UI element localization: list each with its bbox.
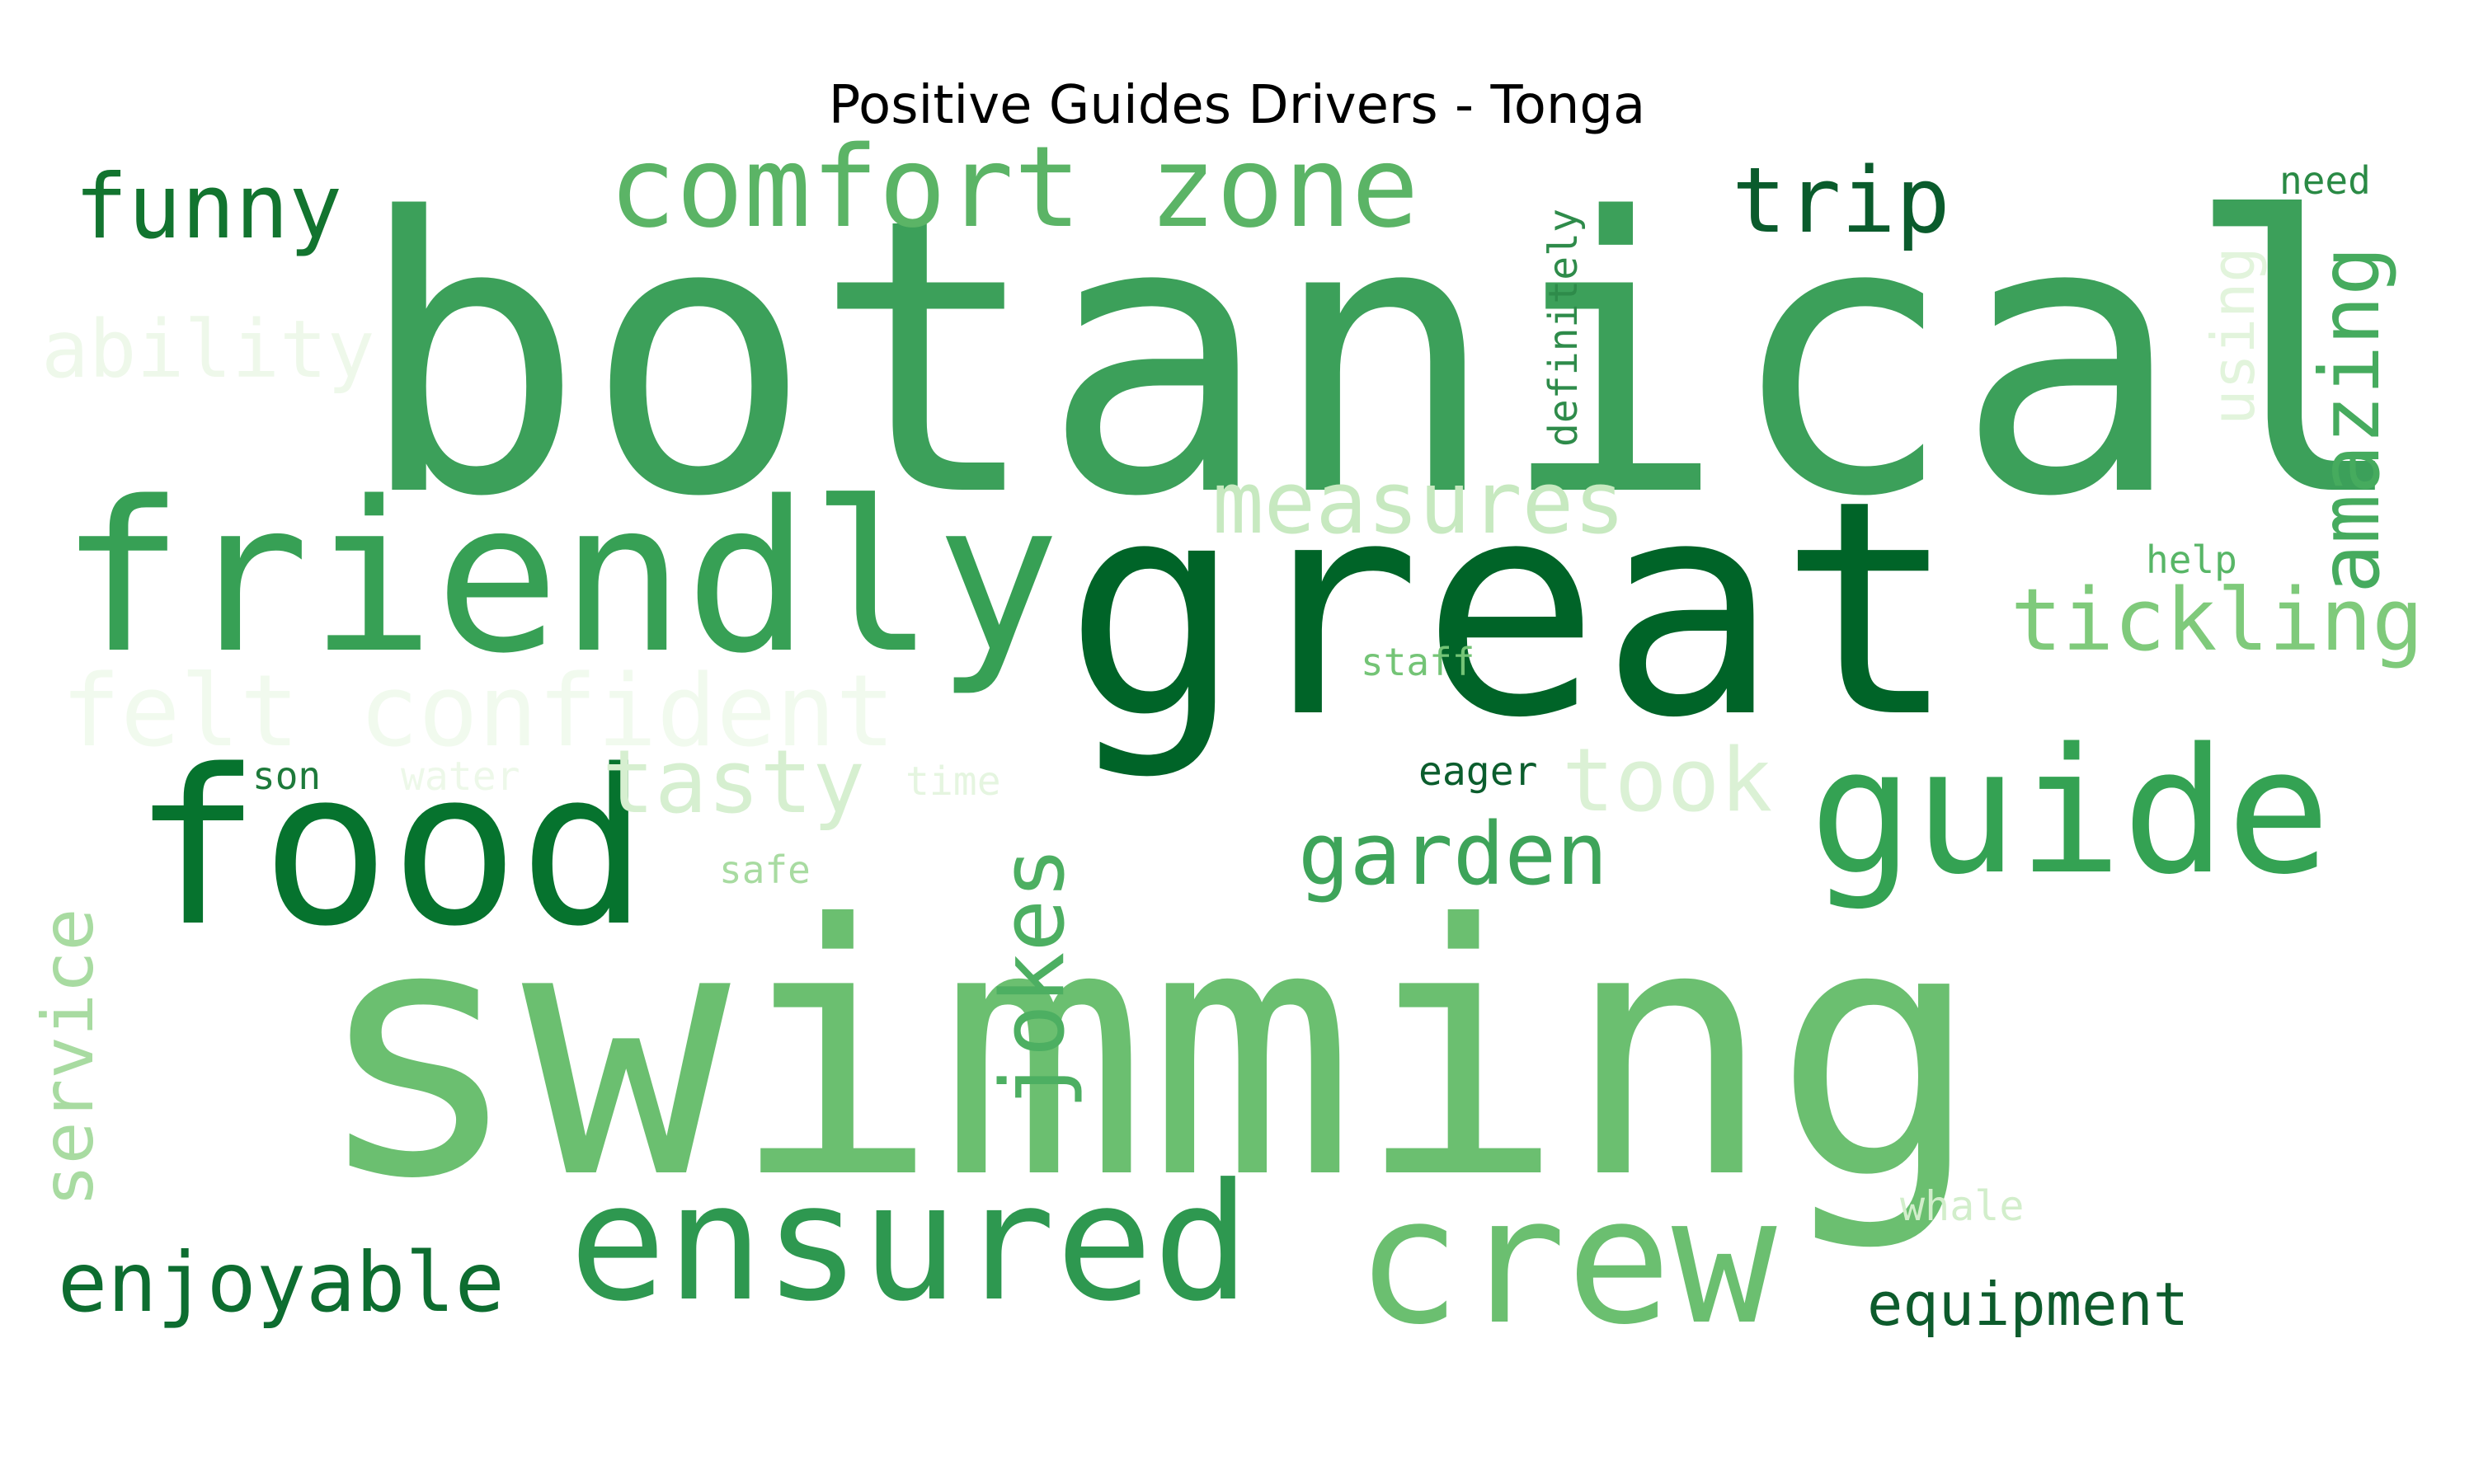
word-guide: guide bbox=[1809, 711, 2331, 913]
chart-title: Positive Guides Drivers - Tonga bbox=[828, 75, 1646, 136]
word-service: service bbox=[27, 908, 110, 1207]
word-took: took bbox=[1562, 730, 1773, 831]
word-time: time bbox=[905, 758, 1001, 805]
word-tasty: tasty bbox=[602, 731, 866, 833]
word-definitely: definitely bbox=[1540, 209, 1587, 447]
word-need: need bbox=[2279, 158, 2371, 203]
word-trip: trip bbox=[1732, 148, 1950, 253]
word-amazing: amazing bbox=[2302, 246, 2398, 594]
word-water: water bbox=[401, 754, 520, 800]
word-ability: ability bbox=[41, 303, 375, 396]
word-whale: whale bbox=[1900, 1182, 2025, 1230]
word-friendly: friendly bbox=[59, 458, 1061, 699]
word-ensured: ensured bbox=[569, 1149, 1251, 1337]
word-garden: garden bbox=[1298, 804, 1608, 904]
word-enjoyable: enjoyable bbox=[58, 1234, 505, 1331]
word-son: son bbox=[252, 754, 322, 798]
word-staff: staff bbox=[1361, 640, 1475, 684]
word-eager: eager bbox=[1418, 749, 1538, 795]
word-crew: crew bbox=[1356, 1159, 1777, 1363]
word-funny: funny bbox=[74, 156, 343, 259]
word-using: using bbox=[2199, 247, 2268, 425]
word-jokes: jokes bbox=[982, 846, 1084, 1110]
word-swimming: swimming bbox=[313, 852, 1982, 1255]
word-equipment: equipment bbox=[1867, 1270, 2189, 1339]
word-measures: measures bbox=[1212, 453, 1625, 553]
word-safe: safe bbox=[719, 848, 811, 892]
word-great: great bbox=[1064, 437, 1958, 782]
word-felt-confident: felt confident bbox=[61, 655, 896, 769]
word-help: help bbox=[2146, 538, 2237, 582]
word-comfort-zone: comfort zone bbox=[609, 123, 1419, 253]
word-botanical: botanical bbox=[356, 139, 2412, 580]
word-food: food bbox=[132, 725, 649, 974]
word-tickling: tickling bbox=[2011, 570, 2424, 670]
